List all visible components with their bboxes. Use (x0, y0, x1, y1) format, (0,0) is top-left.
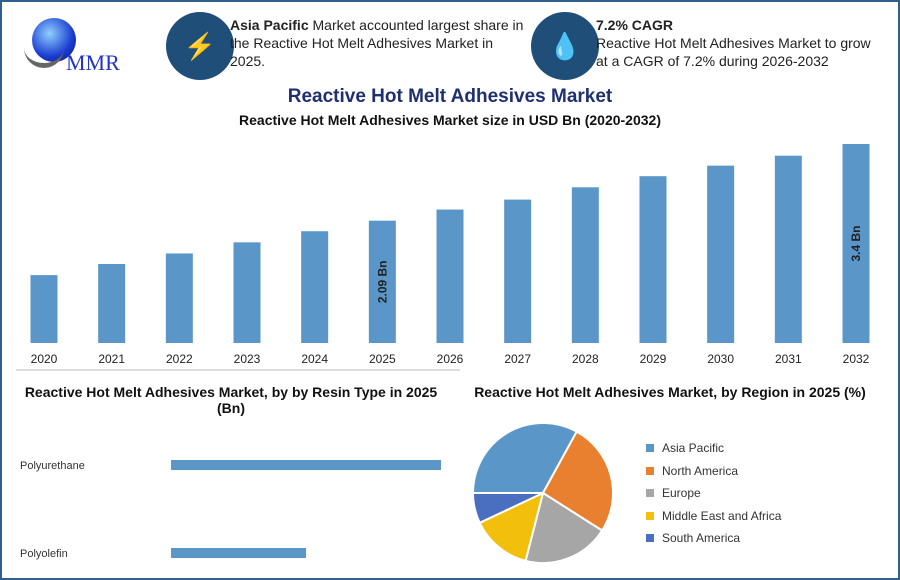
info2-bold: 7.2% CAGR (596, 17, 674, 33)
bar-2027 (504, 199, 532, 343)
info-asia-pacific: Asia Pacific Market accounted largest sh… (230, 16, 525, 70)
logo-text: MMR (66, 50, 120, 75)
info1-bold: Asia Pacific (230, 17, 309, 33)
bar-2022 (165, 253, 193, 343)
legend-swatch (646, 489, 654, 498)
x-tick-label: 2026 (437, 352, 464, 366)
pie-slice-asia-pacific (471, 422, 579, 494)
x-tick-label: 2025 (369, 352, 396, 366)
x-tick-label: 2022 (166, 352, 193, 366)
x-tick-label: 2029 (640, 352, 667, 366)
pie-slice-north-america (541, 430, 614, 532)
bar-2025 (368, 220, 396, 343)
category-label: Polyolefin (20, 548, 68, 560)
legend-item: Europe (646, 482, 781, 505)
x-tick-label: 2027 (504, 352, 531, 366)
x-tick-label: 2032 (843, 352, 870, 366)
legend-label: North America (662, 463, 739, 478)
x-tick-label: 2024 (301, 352, 328, 366)
mmr-logo: MMR (24, 16, 134, 76)
pie-slice-south-america (471, 492, 544, 525)
lightning-icon: ⚡ (166, 12, 234, 80)
legend-label: Asia Pacific (662, 441, 725, 456)
bar-2021 (98, 263, 126, 343)
pie-legend: Asia Pacific North America Europe Middle Ea… (646, 437, 781, 550)
legend-label: Europe (662, 486, 701, 501)
bar-2030 (707, 165, 735, 343)
data-label: 3.4 Bn (849, 225, 863, 261)
bar-chart-title: Reactive Hot Melt Adhesives Market size … (239, 112, 661, 128)
x-tick-label: 2023 (234, 352, 261, 366)
legend-item: North America (646, 460, 781, 483)
bar-polyolefin (171, 548, 306, 558)
bar-2029 (639, 176, 667, 343)
bar-2023 (233, 242, 261, 343)
page-title: Reactive Hot Melt Adhesives Market (287, 86, 613, 107)
bar-polyurethane (171, 460, 441, 470)
info1-text: Market accounted largest share in the Re… (230, 17, 524, 69)
x-tick-label: 2021 (98, 352, 125, 366)
flame-icon: 💧 (531, 12, 599, 80)
pie-slice-middle-east-and-africa (478, 491, 545, 563)
info-cagr: 7.2% CAGR Reactive Hot Melt Adhesives Mar… (596, 16, 886, 70)
bar-2020 (30, 275, 58, 343)
legend-label: South America (662, 531, 741, 546)
info2-text: Reactive Hot Melt Adhesives Market to gr… (596, 35, 871, 69)
bar-2031 (774, 155, 802, 343)
legend-swatch (646, 466, 654, 475)
legend-swatch (646, 511, 654, 520)
category-label: Polyurethane (20, 460, 85, 472)
x-tick-label: 2030 (707, 352, 734, 366)
legend-item: Asia Pacific (646, 437, 781, 460)
legend-swatch (646, 534, 654, 543)
bar-2024 (301, 231, 329, 343)
bar-2032 (842, 144, 870, 343)
x-tick-label: 2020 (31, 352, 58, 366)
logo-swoosh (24, 46, 64, 68)
bar-2028 (571, 187, 599, 343)
legend-item: Middle East and Africa (646, 505, 781, 528)
legend-swatch (646, 444, 654, 453)
region-chart-title: Reactive Hot Melt Adhesives Market, by R… (474, 384, 866, 400)
x-tick-label: 2031 (775, 352, 802, 366)
bar-2026 (436, 209, 464, 343)
legend-item: South America (646, 527, 781, 550)
x-tick-label: 2028 (572, 352, 599, 366)
legend-label: Middle East and Africa (662, 508, 782, 523)
data-label: 2.09 Bn (375, 260, 389, 303)
resin-chart-title: Reactive Hot Melt Adhesives Market, by b… (24, 384, 438, 416)
pie-slice-europe (524, 491, 604, 564)
